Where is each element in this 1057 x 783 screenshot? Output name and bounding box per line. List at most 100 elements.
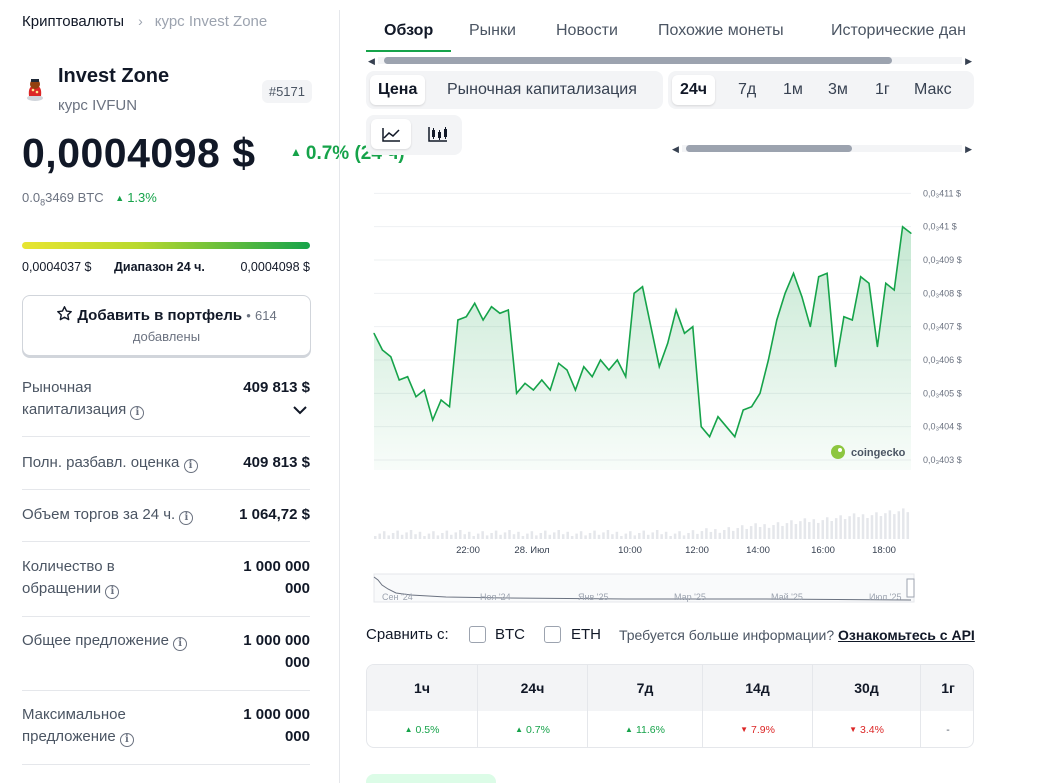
volume-bar <box>382 531 386 539</box>
candlestick-button[interactable] <box>418 119 458 149</box>
perf-value-30d: ▼ 3.4% <box>813 711 921 747</box>
x-tick-label: 18:00 <box>872 545 896 556</box>
range-scrollbar[interactable]: ◀ ▶ <box>670 144 974 154</box>
range-3m-button[interactable]: 3м <box>828 81 848 98</box>
volume-bar <box>830 521 833 539</box>
price-point <box>818 276 820 278</box>
range-24h-button[interactable]: 24ч <box>672 75 716 105</box>
volume-bar <box>691 530 695 539</box>
scroll-right-icon[interactable]: ▶ <box>965 144 972 154</box>
price-point <box>541 379 543 381</box>
info-icon[interactable]: i <box>173 637 188 651</box>
volume-bar <box>615 531 619 539</box>
down-triangle-icon: ▼ <box>740 725 748 734</box>
navigator-line <box>373 576 912 601</box>
perf-value-7d: ▲ 11.6% <box>588 711 703 747</box>
volume-bar <box>839 515 842 539</box>
volume-bar <box>723 530 726 539</box>
btc-price: 0.083469 BTC ▲ 1.3% <box>22 190 157 208</box>
compare-btc-checkbox[interactable] <box>469 626 486 643</box>
perf-value-14d: ▼ 7.9% <box>703 711 813 747</box>
scroll-left-icon[interactable]: ◀ <box>672 144 679 154</box>
volume-bar <box>494 530 498 539</box>
compare-eth-label[interactable]: ETH <box>571 626 601 643</box>
range-7d-button[interactable]: 7д <box>738 81 757 98</box>
api-info: Требуется больше информации? Ознакомьтес… <box>619 627 975 643</box>
volume-bar <box>548 534 552 539</box>
range-max-button[interactable]: Макс <box>914 81 952 98</box>
price-point <box>700 426 702 428</box>
volume-bar <box>476 533 480 539</box>
portfolio-label: Добавить в портфель <box>77 307 243 324</box>
info-icon[interactable]: i <box>119 733 134 747</box>
volume-bar <box>561 534 565 539</box>
perf-value-text: 0.5% <box>415 724 440 736</box>
price-chart[interactable]: 0,0₃403 $ 0,0₃404 $ 0,0₃405 $ 0,0₃406 $ 0,0₃… <box>366 185 974 605</box>
tabs-scrollbar[interactable]: ◀ ▶ <box>366 56 974 66</box>
time-range-toggle: 24ч 7д 1м 3м 1г Макс <box>668 71 974 109</box>
volume-bar <box>884 513 887 539</box>
scrollbar-thumb[interactable] <box>384 57 892 64</box>
compare-eth-checkbox[interactable] <box>544 626 561 643</box>
cta-button[interactable] <box>366 774 496 783</box>
info-icon[interactable]: i <box>130 406 145 420</box>
scroll-left-icon[interactable]: ◀ <box>368 56 375 66</box>
price-point <box>583 366 585 368</box>
tab-news[interactable]: Новости <box>556 22 618 39</box>
volume-bar <box>767 527 771 539</box>
x-tick-label: 12:00 <box>685 545 709 556</box>
volume-bar <box>834 518 838 539</box>
api-info-text: Требуется больше информации? <box>619 627 835 643</box>
tab-historical-data[interactable]: Исторические дан <box>831 22 966 39</box>
volume-bar <box>790 520 793 539</box>
volume-bar <box>467 531 471 539</box>
range-24h-bar <box>22 242 310 249</box>
performance-header <box>367 665 973 711</box>
info-icon[interactable]: i <box>183 459 198 473</box>
chevron-down-icon[interactable] <box>292 405 308 415</box>
perf-header-30d: 30д <box>813 665 921 711</box>
scrollbar-thumb[interactable] <box>686 145 852 152</box>
range-low: 0,0004037 $ <box>22 260 92 274</box>
tab-overview[interactable]: Обзор <box>366 20 452 52</box>
line-chart-button[interactable] <box>371 119 411 149</box>
volume-bar <box>646 534 650 539</box>
metric-market-cap-button[interactable]: Рыночная капитализация <box>447 81 637 98</box>
volume-bar <box>606 530 610 539</box>
tab-similar-coins[interactable]: Похожие монеты <box>658 22 784 39</box>
price-point <box>440 399 442 401</box>
range-1m-button[interactable]: 1м <box>783 81 803 98</box>
stat-volume-24h: Объем торгов за 24 ч. i 1 064,72 $ <box>22 490 310 542</box>
breadcrumb-cryptocurrencies[interactable]: Криптовалюты <box>22 13 125 30</box>
info-icon[interactable]: i <box>105 585 120 599</box>
btc-price-zero-count: 8 <box>40 197 46 208</box>
volume-bar <box>517 531 520 539</box>
add-to-portfolio-button[interactable]: Добавить в портфель • 614 добавлены <box>22 295 311 356</box>
volume-bar <box>687 533 690 539</box>
price-chart-svg[interactable]: 0,0₃403 $ 0,0₃404 $ 0,0₃405 $ 0,0₃406 $ 0,0₃… <box>366 185 974 605</box>
volume-bar <box>714 529 717 539</box>
volume-bar <box>906 512 910 539</box>
price-point <box>868 282 870 284</box>
compare-btc-label[interactable]: BTC <box>495 626 525 643</box>
volume-bar <box>732 530 735 539</box>
tab-markets[interactable]: Рынки <box>469 22 516 39</box>
y-tick-label: 0,0₃404 $ <box>923 422 962 432</box>
volume-bar <box>763 524 766 539</box>
price-point <box>532 389 535 391</box>
navigator-label: Ноя '24 <box>480 592 511 602</box>
y-tick-label: 0,0₃411 $ <box>923 188 961 198</box>
stat-fdv: Полн. разбавл. оценка i 409 813 $ <box>22 437 310 490</box>
volume-bar <box>387 535 390 539</box>
info-icon[interactable]: i <box>179 511 194 525</box>
metric-price-button[interactable]: Цена <box>370 75 426 105</box>
range-high: 0,0004098 $ <box>240 260 310 274</box>
perf-value-text: 3.4% <box>859 724 884 736</box>
range-1y-button[interactable]: 1г <box>875 81 890 98</box>
api-link[interactable]: Ознакомьтесь с API <box>838 627 975 643</box>
volume-bar <box>566 531 569 539</box>
volume-bar <box>459 530 462 539</box>
volume-bar <box>848 516 851 539</box>
scroll-right-icon[interactable]: ▶ <box>965 56 972 66</box>
volume-bar <box>781 525 784 539</box>
